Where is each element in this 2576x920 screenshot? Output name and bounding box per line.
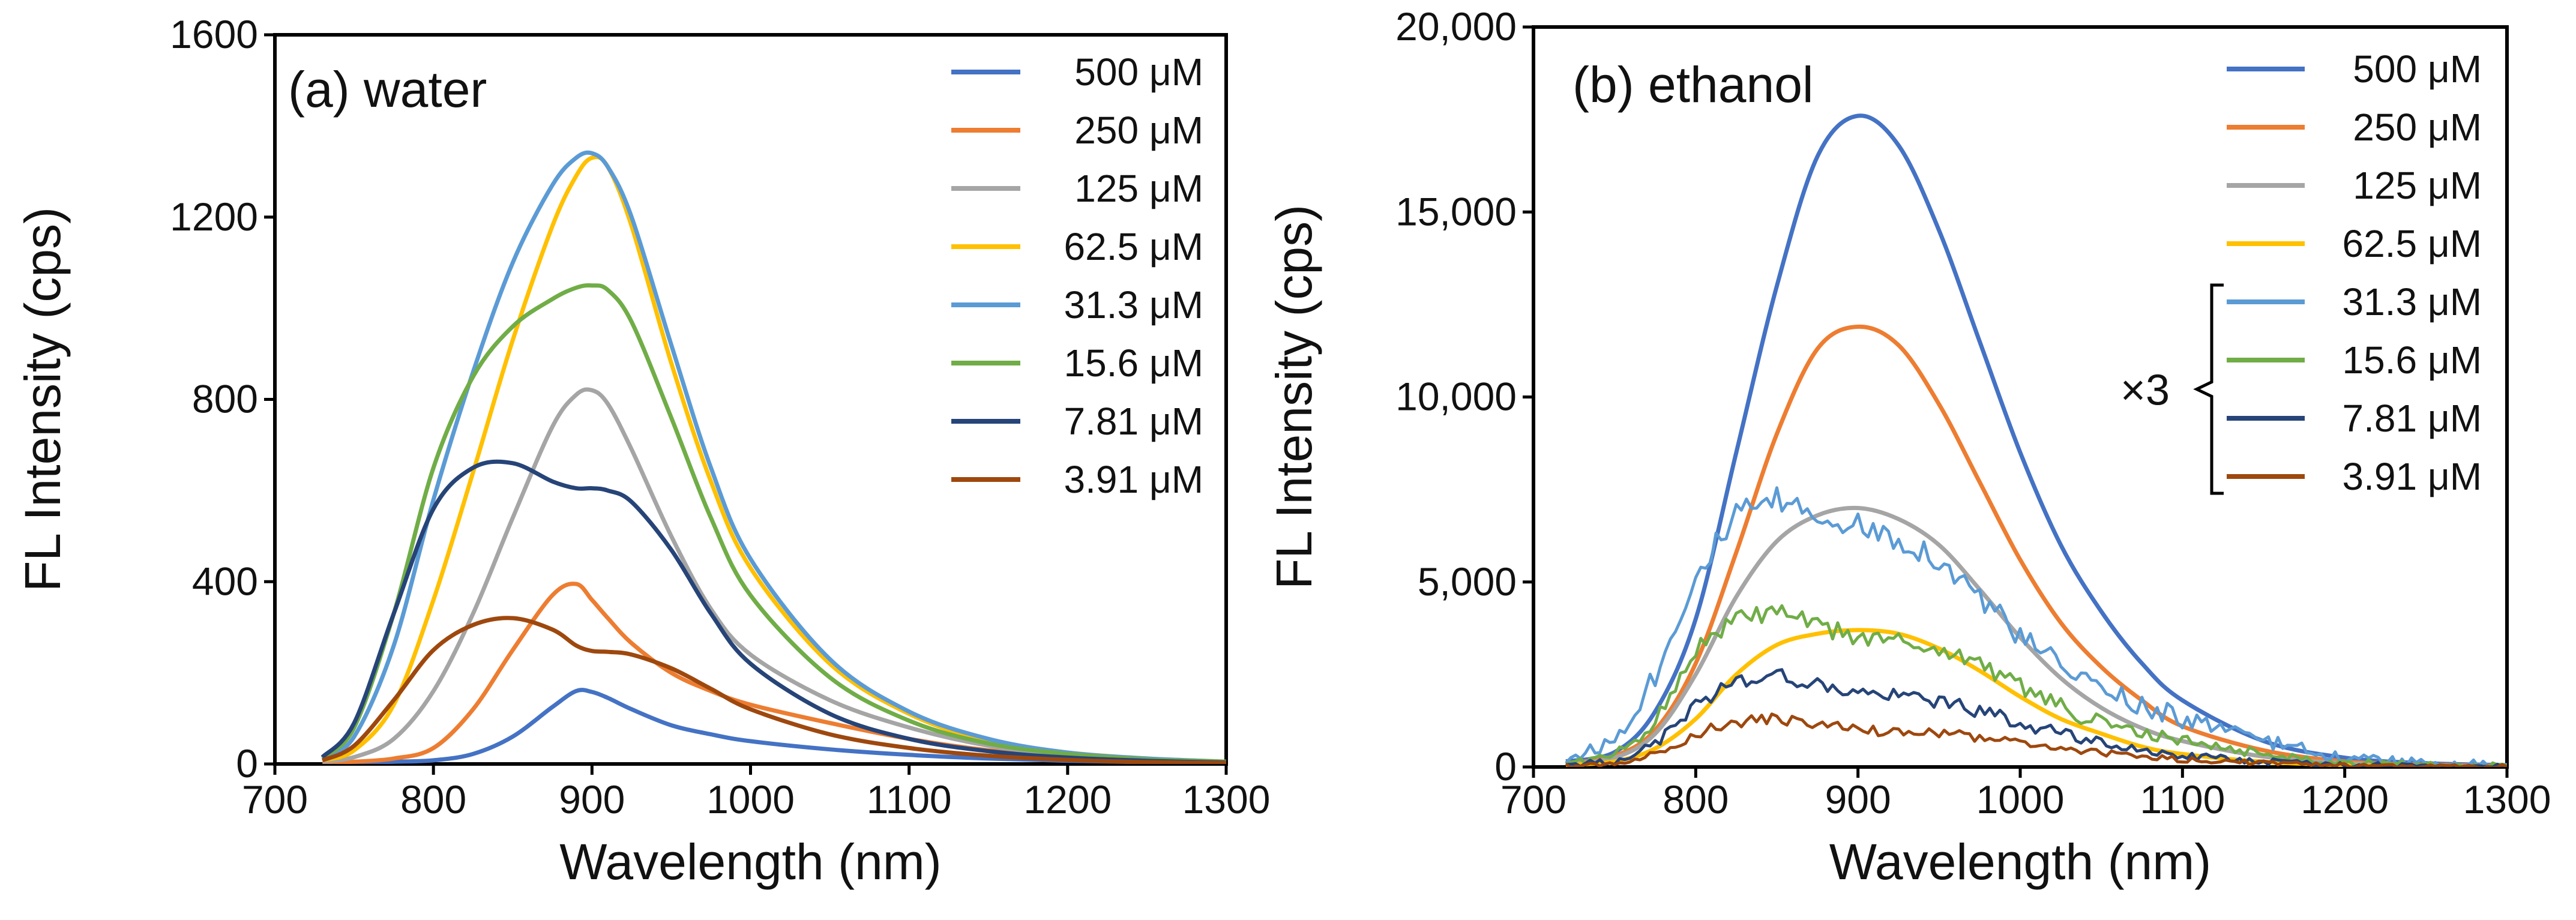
series-line-3-91: [1565, 712, 2507, 767]
y-tick-label: 5,000: [1418, 559, 1517, 604]
y-tick-label: 1600: [170, 12, 258, 56]
legend-label: 250 μM: [1074, 109, 1203, 152]
x-tick-label: 1300: [1182, 777, 1271, 822]
legend-label: 3.91 μM: [1064, 458, 1203, 501]
y-tick-label: 800: [192, 377, 258, 421]
y-axis-label: FL Intensity (cps): [1266, 205, 1322, 589]
legend: 500 μM 250 μM 125 μM 62.5 μM 31.3 μM 15.6 μM 7…: [951, 50, 1203, 501]
y-axis-label: FL Intensity (cps): [14, 207, 71, 592]
x-tick-label: 1000: [1976, 777, 2065, 822]
series-line-31-3: [321, 150, 1226, 764]
legend-label: 125 μM: [1074, 167, 1203, 210]
legend-label: 62.5 μM: [2342, 222, 2482, 265]
legend-label: 62.5 μM: [1064, 225, 1203, 268]
x-axis-label: Wavelength (nm): [559, 834, 941, 890]
series-line-3-91: [321, 616, 1226, 764]
series-line-250: [322, 582, 1226, 764]
x-tick-label: 1200: [2301, 777, 2389, 822]
legend-label: 250 μM: [2353, 106, 2482, 149]
y-tick-label: 0: [1494, 744, 1517, 789]
x-tick-label: 900: [1825, 777, 1891, 822]
x-tick-label: 1300: [2463, 777, 2551, 822]
y-tick-label: 400: [192, 559, 258, 603]
legend-label: 7.81 μM: [2342, 397, 2482, 440]
series-line-31-3: [1565, 486, 2507, 767]
series-line-62-5: [322, 155, 1226, 764]
legend: 500 μM 250 μM 125 μM 62.5 μM 31.3 μM 15.6 μM 7…: [2227, 47, 2482, 498]
x-tick-label: 1100: [867, 777, 952, 822]
legend-label: 15.6 μM: [2342, 338, 2482, 382]
x-tick-label: 900: [559, 777, 625, 822]
x-tick-label: 1000: [706, 777, 795, 822]
legend-label: 125 μM: [2353, 164, 2482, 207]
y-tick-label: 0: [236, 741, 258, 786]
series-line-250: [1565, 324, 2507, 767]
x-tick-label: 1200: [1023, 777, 1112, 822]
x-tick-label: 700: [1500, 777, 1566, 822]
x-tick-label: 1100: [2140, 777, 2225, 822]
legend-label: 500 μM: [1074, 50, 1203, 94]
panel-title: (a) water: [288, 61, 487, 118]
panel-water: 0 400 800 1200 1600 700 800 900 1000 1100 1200 1300…: [14, 12, 1270, 890]
legend-label: 7.81 μM: [1064, 400, 1203, 443]
series-line-15-6: [320, 283, 1226, 764]
legend-label: 15.6 μM: [1064, 341, 1203, 385]
legend-label: 31.3 μM: [1064, 283, 1203, 326]
x-tick-label: 800: [1663, 777, 1729, 822]
series-line-500: [1565, 113, 2507, 767]
x-tick-label: 800: [400, 777, 466, 822]
y-tick-label: 10,000: [1395, 374, 1517, 419]
panel-ethanol: 0 5,000 10,000 15,000 20,000 700 800 900 1000 110…: [1266, 4, 2551, 890]
series-line-7-81: [320, 459, 1226, 764]
series-line-125: [322, 387, 1226, 764]
y-tick-label: 20,000: [1395, 4, 1517, 49]
legend-label: 31.3 μM: [2342, 280, 2482, 323]
x-tick-label: 700: [242, 777, 308, 822]
y-tick-label: 1200: [170, 194, 258, 239]
legend-bracket: [2193, 283, 2224, 495]
legend-label: 3.91 μM: [2342, 455, 2482, 498]
y-tick-label: 15,000: [1395, 189, 1517, 233]
series-line-7-81: [1565, 668, 2507, 767]
legend-label: 500 μM: [2353, 47, 2482, 91]
panel-title: (b) ethanol: [1572, 56, 1814, 113]
x-axis-label: Wavelength (nm): [1829, 834, 2211, 890]
bracket-multiplier-label: ×3: [2120, 367, 2170, 415]
